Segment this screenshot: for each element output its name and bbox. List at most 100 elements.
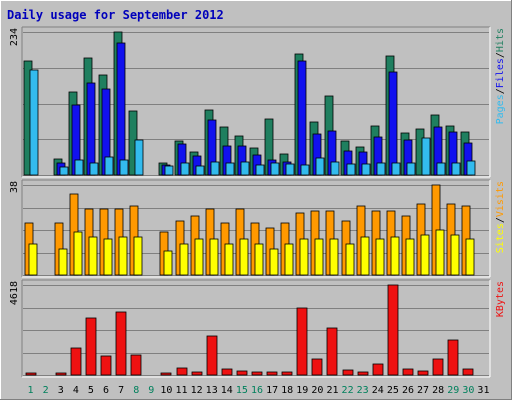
bar-sites-day-18 bbox=[284, 243, 294, 276]
bar-files-day-5 bbox=[86, 82, 96, 176]
x-tick-day-12: 12 bbox=[191, 385, 203, 396]
bar-pages-day-11 bbox=[180, 162, 190, 176]
bar-pages-day-1 bbox=[29, 69, 39, 176]
bar-kbytes-day-20 bbox=[311, 358, 323, 376]
bar-kbytes-day-16 bbox=[251, 371, 263, 376]
bar-pages-day-16 bbox=[255, 164, 265, 176]
x-tick-day-28: 28 bbox=[432, 385, 444, 396]
bar-pages-day-3 bbox=[59, 166, 69, 176]
x-tick-day-27: 27 bbox=[417, 385, 429, 396]
bar-sites-day-25 bbox=[390, 236, 400, 276]
bar-kbytes-day-6 bbox=[100, 355, 112, 376]
bar-pages-day-12 bbox=[195, 165, 205, 176]
bar-kbytes-day-11 bbox=[176, 367, 188, 376]
bar-pages-day-14 bbox=[225, 162, 235, 176]
bar-kbytes-day-23 bbox=[357, 371, 369, 376]
bar-kbytes-day-14 bbox=[221, 368, 233, 376]
x-tick-day-5: 5 bbox=[88, 385, 94, 396]
bar-kbytes-day-13 bbox=[206, 335, 218, 376]
bar-kbytes-day-18 bbox=[281, 371, 293, 376]
x-tick-day-31: 31 bbox=[477, 385, 489, 396]
legend-entry-pages: Pages bbox=[495, 94, 506, 124]
bar-pages-day-4 bbox=[74, 159, 84, 176]
bar-pages-day-7 bbox=[119, 159, 129, 176]
x-axis-labels: 1 2 3 4 5 6 7 8 9 10 11 12 13 14 15 16 17 18 19 20 21 22 23 24 2… bbox=[28, 385, 490, 396]
bar-kbytes-day-5 bbox=[85, 317, 97, 376]
bar-kbytes-day-3 bbox=[55, 372, 67, 376]
bar-kbytes-day-21 bbox=[326, 327, 338, 376]
bar-kbytes-day-17 bbox=[266, 371, 278, 376]
bar-sites-day-1 bbox=[28, 243, 38, 276]
bar-kbytes-day-26 bbox=[402, 368, 414, 376]
legend-visits-sites: Sites/Visits bbox=[495, 181, 506, 253]
bar-kbytes-day-4 bbox=[70, 347, 82, 376]
bar-pages-day-6 bbox=[104, 156, 114, 176]
bar-sites-day-29 bbox=[450, 234, 460, 276]
bar-pages-day-13 bbox=[210, 161, 220, 176]
x-tick-day-8: 8 bbox=[133, 385, 139, 396]
x-tick-day-26: 26 bbox=[402, 385, 414, 396]
bar-pages-day-29 bbox=[451, 162, 461, 176]
bar-pages-day-15 bbox=[240, 161, 250, 176]
bar-sites-day-15 bbox=[239, 238, 249, 276]
y-max-label: 234 bbox=[9, 28, 20, 46]
x-tick-day-10: 10 bbox=[160, 385, 172, 396]
bar-sites-day-19 bbox=[299, 238, 309, 276]
bar-sites-day-13 bbox=[209, 238, 219, 276]
x-tick-day-15: 15 bbox=[236, 385, 248, 396]
bar-sites-day-20 bbox=[314, 238, 324, 276]
bar-sites-day-27 bbox=[420, 234, 430, 276]
bar-sites-day-10 bbox=[163, 250, 173, 276]
bar-pages-day-10 bbox=[164, 165, 174, 176]
bar-sites-day-3 bbox=[58, 248, 68, 276]
bar-pages-day-26 bbox=[406, 162, 416, 176]
x-tick-day-3: 3 bbox=[58, 385, 64, 396]
bar-pages-day-17 bbox=[270, 162, 280, 176]
x-tick-day-17: 17 bbox=[266, 385, 278, 396]
legend-entry-sites: Sites bbox=[495, 223, 506, 253]
legend-hits-files-pages: Pages/Files/Hits bbox=[495, 28, 506, 124]
x-tick-day-14: 14 bbox=[221, 385, 233, 396]
bar-pages-day-19 bbox=[300, 164, 310, 176]
bar-pages-day-22 bbox=[346, 163, 356, 176]
bar-kbytes-day-22 bbox=[342, 369, 354, 376]
bar-sites-day-26 bbox=[405, 238, 415, 276]
x-tick-day-1: 1 bbox=[28, 385, 34, 396]
bar-kbytes-day-25 bbox=[387, 284, 399, 376]
bar-kbytes-day-1 bbox=[25, 372, 37, 376]
bar-files-day-25 bbox=[388, 71, 398, 176]
bar-sites-day-12 bbox=[194, 238, 204, 276]
x-tick-day-9: 9 bbox=[148, 385, 154, 396]
bar-pages-day-23 bbox=[361, 163, 371, 176]
legend-entry-separator: / bbox=[495, 217, 506, 223]
bar-pages-day-8 bbox=[134, 139, 144, 176]
x-tick-day-22: 22 bbox=[342, 385, 354, 396]
x-tick-day-2: 2 bbox=[43, 385, 49, 396]
x-tick-day-16: 16 bbox=[251, 385, 263, 396]
bar-kbytes-day-7 bbox=[115, 311, 127, 376]
bar-sites-day-17 bbox=[269, 248, 279, 276]
x-tick-day-18: 18 bbox=[281, 385, 293, 396]
bar-kbytes-day-24 bbox=[372, 363, 384, 376]
y-max-label: 38 bbox=[9, 181, 20, 193]
bar-pages-day-20 bbox=[315, 157, 325, 176]
panel-hits-files-pages: 234 Pages/Files/Hits bbox=[9, 26, 506, 178]
x-tick-day-24: 24 bbox=[372, 385, 384, 396]
bar-kbytes-day-12 bbox=[191, 371, 203, 376]
bar-sites-day-14 bbox=[224, 243, 234, 276]
x-tick-day-13: 13 bbox=[206, 385, 218, 396]
x-tick-day-30: 30 bbox=[462, 385, 474, 396]
bar-pages-day-28 bbox=[436, 162, 446, 176]
legend-kbytes: KBytes bbox=[495, 281, 506, 317]
bar-sites-day-23 bbox=[360, 236, 370, 276]
bar-sites-day-6 bbox=[103, 238, 113, 276]
bar-sites-day-8 bbox=[133, 236, 143, 276]
bar-pages-day-25 bbox=[391, 162, 401, 176]
bar-sites-day-4 bbox=[73, 231, 83, 276]
bar-sites-day-30 bbox=[465, 238, 475, 276]
bar-files-day-7 bbox=[116, 42, 126, 176]
bar-sites-day-24 bbox=[375, 238, 385, 276]
panel-visits-sites: 38 Sites/Visits bbox=[9, 179, 506, 278]
